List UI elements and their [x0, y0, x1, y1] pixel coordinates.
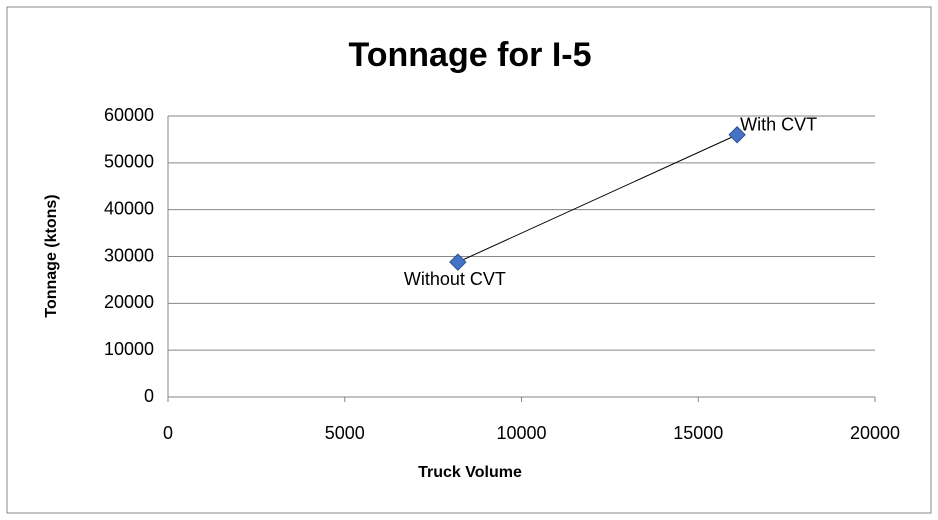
x-tick-label: 20000	[850, 423, 900, 443]
y-tick-label: 60000	[104, 105, 154, 125]
y-tick-label: 30000	[104, 245, 154, 265]
data-point	[728, 126, 746, 144]
y-tick-label: 10000	[104, 339, 154, 359]
series-line	[457, 134, 738, 263]
y-tick-label: 20000	[104, 292, 154, 312]
y-axis-label: Tonnage (ktons)	[43, 194, 60, 317]
x-tick-label: 10000	[496, 423, 546, 443]
x-tick-label: 15000	[673, 423, 723, 443]
point-label: With CVT	[740, 114, 817, 134]
y-tick-label: 0	[144, 386, 154, 406]
y-tick-label: 50000	[104, 152, 154, 172]
data-point	[449, 253, 467, 271]
chart-title: Tonnage for I-5	[348, 36, 591, 74]
y-tick-label: 40000	[104, 198, 154, 218]
chart-frame	[6, 6, 932, 514]
point-label: Without CVT	[404, 269, 506, 289]
x-tick-label: 0	[163, 423, 173, 443]
x-axis-label: Truck Volume	[418, 464, 522, 481]
x-tick-label: 5000	[325, 423, 365, 443]
